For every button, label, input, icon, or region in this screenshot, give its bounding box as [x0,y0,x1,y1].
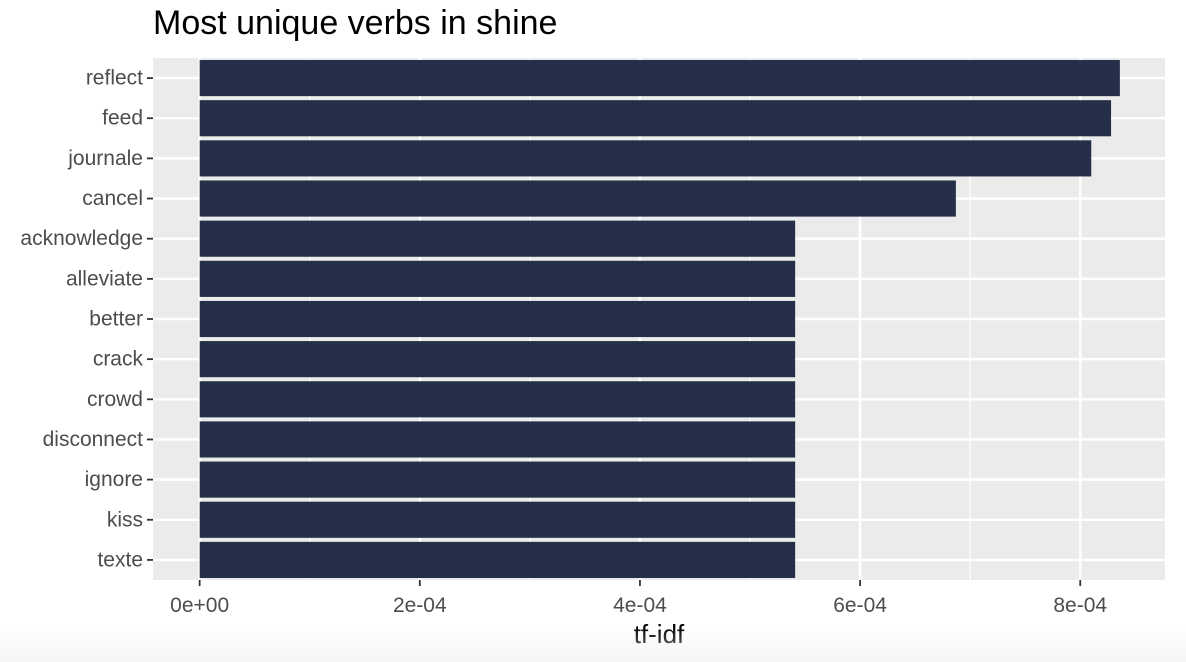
x-tick-label: 0e+00 [170,594,229,617]
y-tick-label: acknowledge [20,227,143,250]
x-axis-title: tf-idf [634,619,685,649]
y-tick-label: kiss [107,508,143,531]
bar-disconnect [199,421,796,458]
bar-reflect [199,60,1120,97]
y-tick-label: cancel [82,187,143,210]
bar-better [199,300,796,338]
y-tick-label: texte [97,548,143,571]
bar-crack [199,341,796,378]
bar-feed [199,100,1112,137]
bars [199,60,1120,578]
y-tick-label: better [89,308,143,331]
bar-ignore [199,461,796,498]
y-tick-label: disconnect [43,428,144,451]
y-axis: reflect feed journale cancel acknowledge alle… [20,67,153,571]
x-tick-label: 8e-04 [1053,594,1107,617]
chart-title: Most unique verbs in shine [153,4,557,42]
x-tick-label: 2e-04 [393,594,447,617]
y-tick-label: journale [67,147,143,170]
y-tick-label: reflect [86,67,143,90]
x-tick-label: 6e-04 [833,594,887,617]
y-tick-label: ignore [85,468,143,491]
x-tick-label: 4e-04 [613,594,667,617]
x-axis: 0e+00 2e-04 4e-04 6e-04 8e-04 [170,580,1107,617]
bar-acknowledge [199,220,796,257]
bar-texte [199,541,796,578]
y-tick-label: alleviate [66,267,143,290]
bar-journale [199,140,1092,177]
bar-cancel [199,180,956,217]
bar-alleviate [199,260,796,297]
y-tick-label: crowd [87,388,143,411]
y-tick-label: crack [93,348,144,371]
bar-crowd [199,381,796,418]
y-tick-label: feed [102,107,143,130]
bar-kiss [199,501,796,538]
